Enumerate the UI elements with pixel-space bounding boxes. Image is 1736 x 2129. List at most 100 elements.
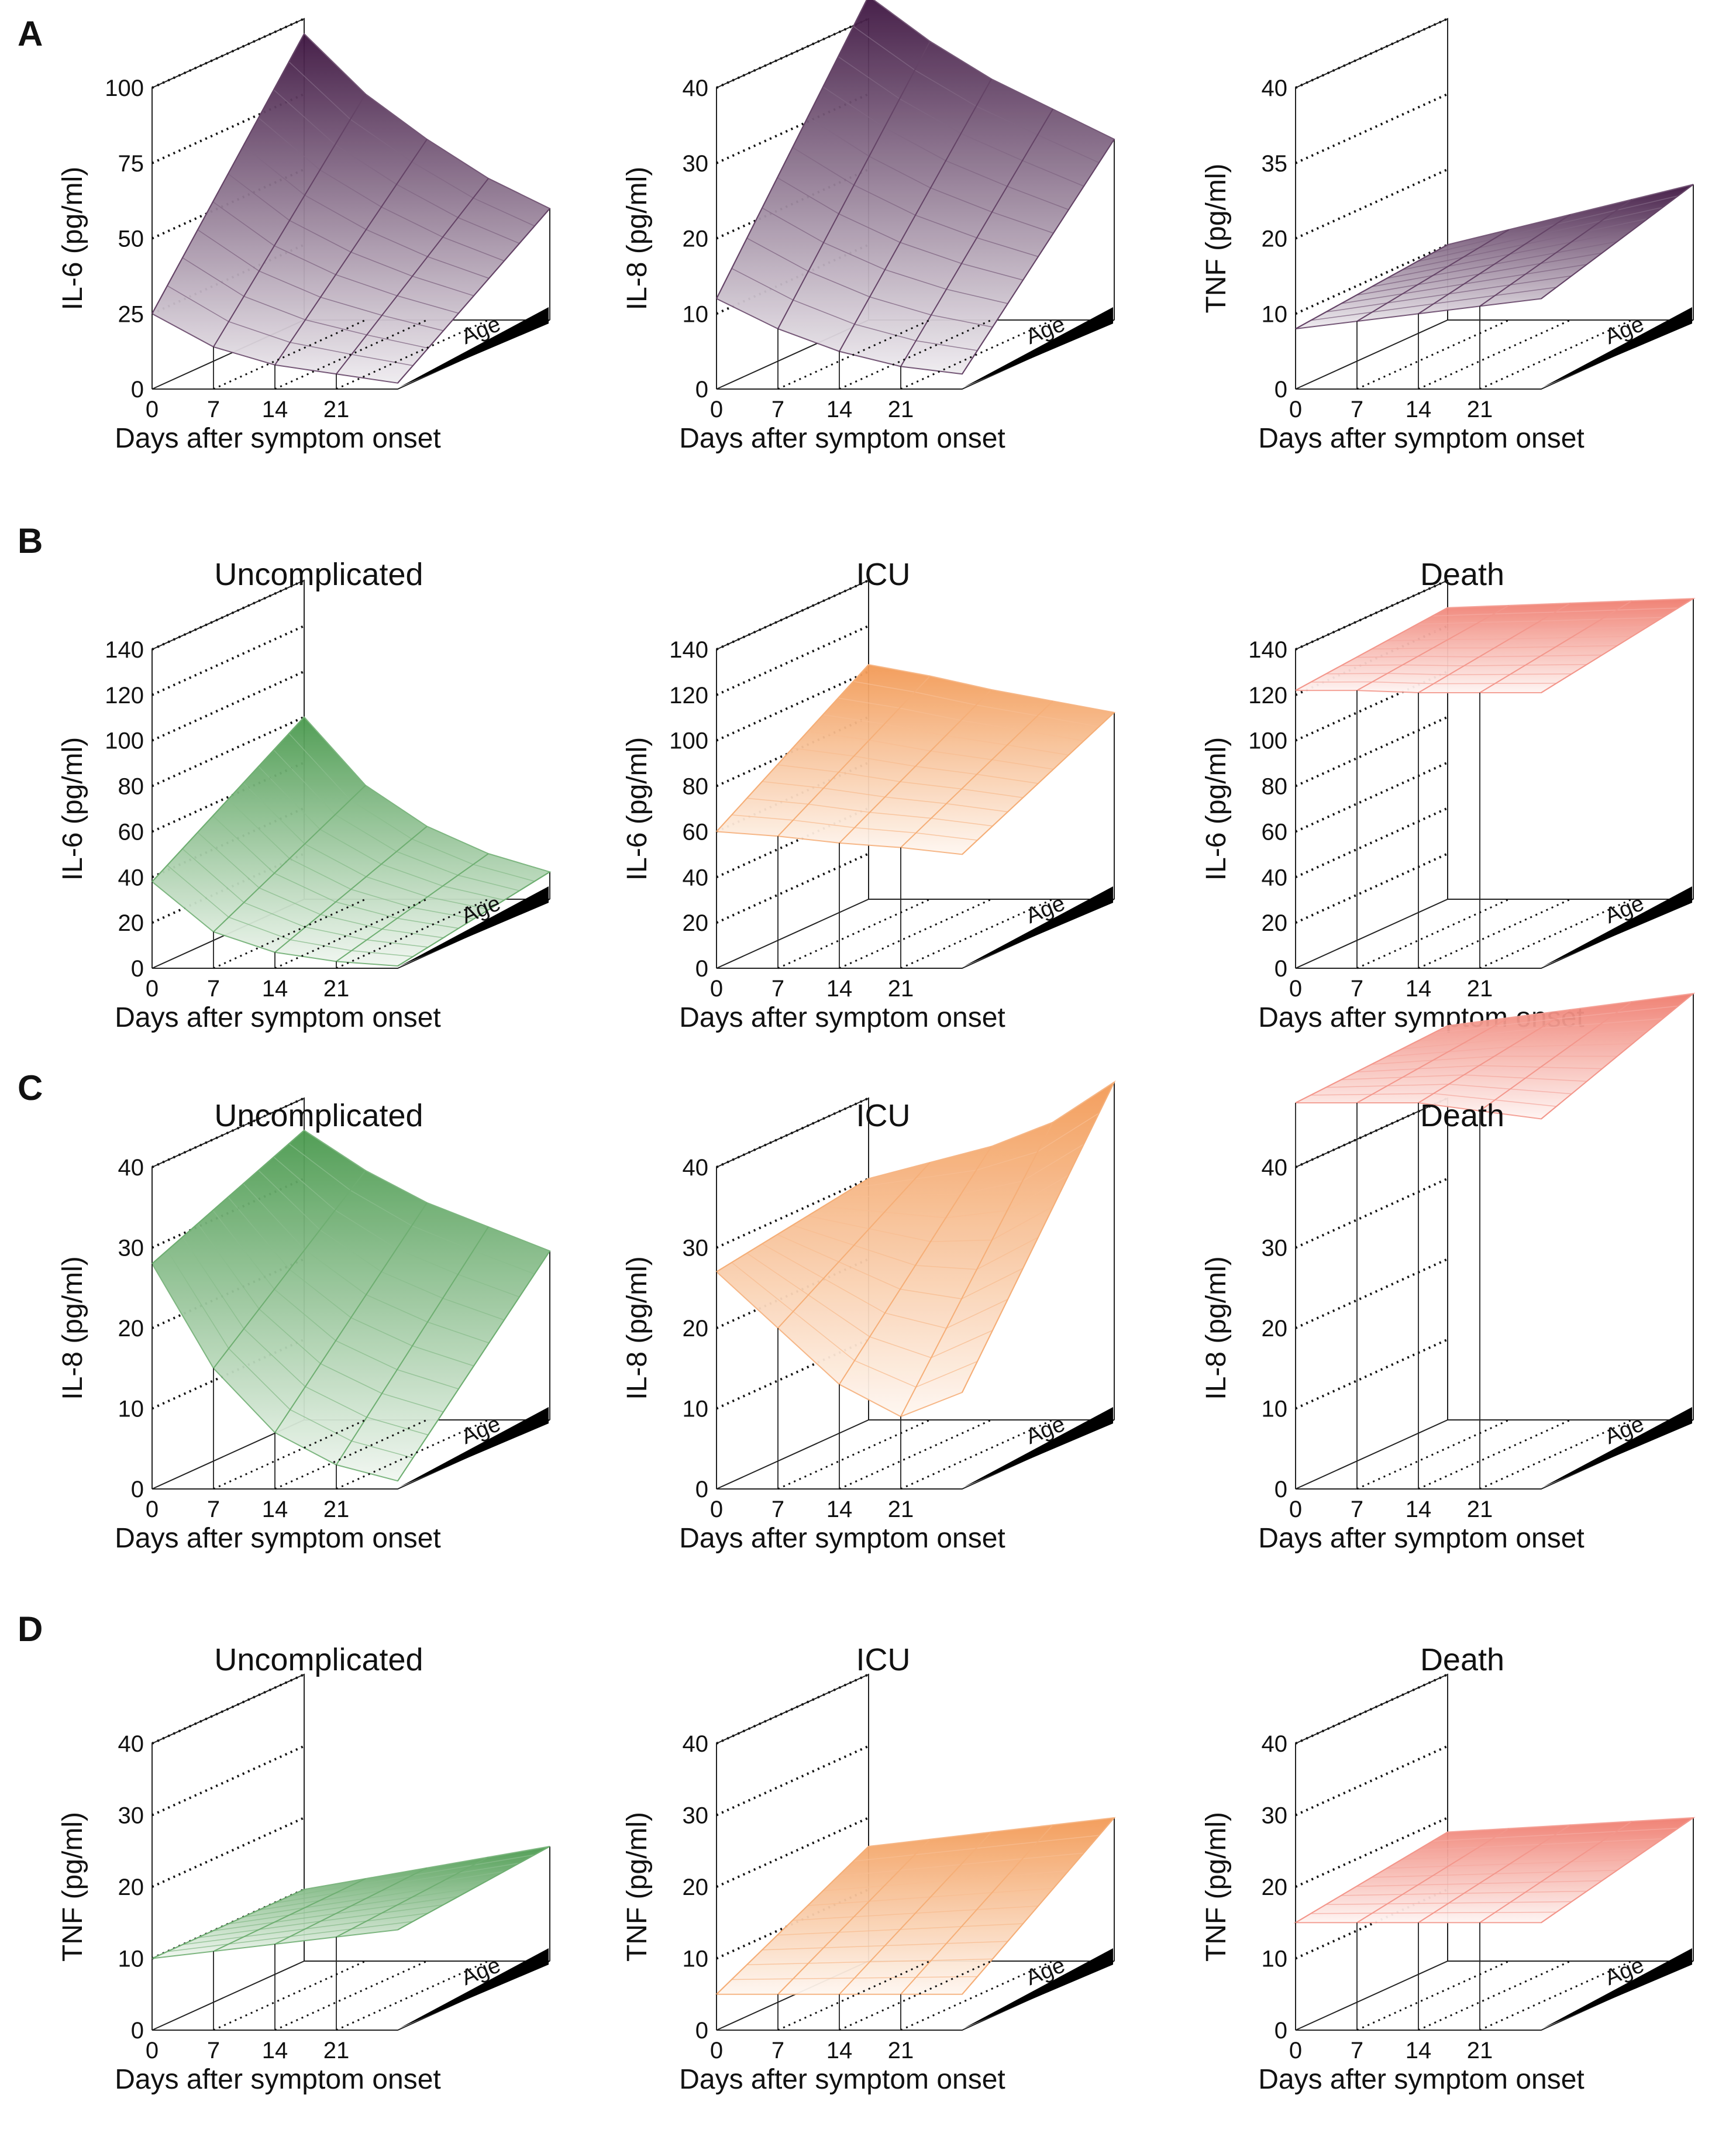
y-gridline: [1295, 18, 1448, 89]
y-gridline: [1295, 168, 1448, 240]
chart-title: Uncomplicated: [214, 1098, 423, 1133]
y-tick-label: 30: [683, 151, 709, 177]
x-tick-label: 0: [1289, 976, 1302, 1002]
y-tick-label: 0: [695, 956, 708, 982]
y-axis-label: IL-6 (pg/ml): [57, 167, 88, 310]
y-gridline: [1295, 579, 1448, 651]
y-tick-label: 20: [683, 1875, 709, 1900]
y-tick-label: 0: [1275, 377, 1287, 403]
y-gridline: [151, 761, 305, 833]
surface-depth-line: [900, 108, 1053, 367]
y-gridline: [1295, 1097, 1448, 1168]
chart-title: ICU: [856, 557, 911, 592]
x-tick-label: 7: [207, 2038, 220, 2063]
y-axis-label: IL-8 (pg/ml): [622, 1256, 653, 1399]
floor-gridline: [1479, 319, 1632, 390]
y-tick-label: 0: [131, 956, 144, 982]
y-tick-label: 40: [683, 1155, 709, 1181]
surface-depth-line: [1295, 1025, 1448, 1103]
y-tick-label: 75: [118, 151, 144, 177]
y-gridline: [151, 716, 305, 787]
surface-depth-line: [716, 0, 867, 299]
surface-depth-line: [397, 1846, 550, 1931]
floor-gridline: [1356, 319, 1510, 390]
age-wedge: [400, 886, 549, 966]
surface-depth-line: [962, 712, 1115, 855]
y-tick-label: 20: [683, 910, 709, 936]
surface-depth-line: [900, 1824, 1053, 1995]
x-tick-label: 0: [146, 2038, 159, 2063]
surface-depth-line: [336, 853, 489, 962]
surface-depth-line: [777, 1839, 931, 1995]
surface-depth-line: [716, 664, 869, 833]
floor-gridline: [777, 319, 931, 390]
y-gridline: [1295, 1177, 1448, 1249]
y-gridline: [1295, 1338, 1448, 1410]
y-tick-label: 0: [131, 2018, 144, 2044]
x-tick-label: 14: [262, 397, 288, 422]
x-tick-label: 0: [710, 2038, 723, 2063]
y-tick-label: 40: [1262, 865, 1288, 890]
surface-depth-line: [777, 1162, 931, 1329]
y-axis-label: IL-6 (pg/ml): [57, 737, 88, 881]
y-tick-label: 120: [1248, 683, 1287, 708]
surface-depth-line: [151, 1889, 305, 1959]
x-tick-label: 14: [826, 976, 853, 1002]
surface-depth-line: [839, 689, 992, 844]
surface-depth-line: [962, 1817, 1115, 1995]
y-tick-label: 140: [669, 637, 708, 663]
x-tick-label: 21: [323, 976, 350, 1002]
y-tick-label: 40: [118, 1731, 144, 1757]
y-tick-label: 60: [1262, 819, 1288, 845]
x-tick-label: 21: [1467, 397, 1493, 422]
y-tick-label: 100: [105, 728, 144, 754]
floor-gridline: [336, 898, 489, 969]
y-tick-label: 20: [118, 1316, 144, 1342]
y-gridline: [151, 1673, 305, 1745]
surface-depth-line: [777, 41, 931, 329]
x-tick-label: 14: [1406, 2038, 1432, 2063]
x-tick-label: 7: [207, 397, 220, 422]
surface-depth-line: [716, 1178, 869, 1272]
x-tick-label: 21: [888, 1497, 914, 1522]
x-tick-label: 14: [826, 1497, 853, 1522]
surface: [151, 716, 552, 967]
y-gridline: [151, 625, 305, 696]
y-gridline: [151, 670, 305, 742]
y-gridline: [1295, 807, 1448, 879]
surface-depth-line: [213, 1170, 366, 1369]
y-tick-label: 10: [118, 1946, 144, 1972]
floor-gridline: [1418, 1960, 1571, 2031]
x-axis-label: Days after symptom onset: [1258, 1523, 1585, 1554]
x-axis-label: Days after symptom onset: [115, 1002, 441, 1033]
surface-depth-line: [213, 1878, 366, 1952]
y-tick-label: 10: [118, 1397, 144, 1422]
y-tick-label: 140: [1248, 637, 1287, 663]
y-gridline: [716, 1338, 869, 1410]
x-tick-label: 14: [1406, 397, 1432, 422]
chart-title: Death: [1420, 557, 1504, 592]
x-tick-label: 7: [1351, 2038, 1363, 2063]
x-tick-label: 21: [1467, 976, 1493, 1002]
chart-title: Death: [1420, 1098, 1504, 1133]
y-tick-label: 25: [118, 301, 144, 327]
x-tick-label: 14: [1406, 976, 1432, 1002]
surface: [1295, 598, 1696, 693]
age-wedge: [965, 307, 1113, 387]
y-tick-label: 10: [683, 1946, 709, 1972]
floor-gridline: [777, 898, 931, 969]
surface-depth-line: [900, 1122, 1053, 1417]
y-gridline: [716, 807, 869, 879]
floor-gridline: [1418, 319, 1571, 390]
y-axis-label: TNF (pg/ml): [57, 1812, 88, 1962]
y-tick-label: 30: [118, 1803, 144, 1829]
age-wedge: [400, 1407, 549, 1487]
y-tick-label: 60: [118, 819, 144, 845]
y-axis-label: IL-8 (pg/ml): [57, 1256, 88, 1399]
surface-depth-line: [1541, 993, 1694, 1120]
